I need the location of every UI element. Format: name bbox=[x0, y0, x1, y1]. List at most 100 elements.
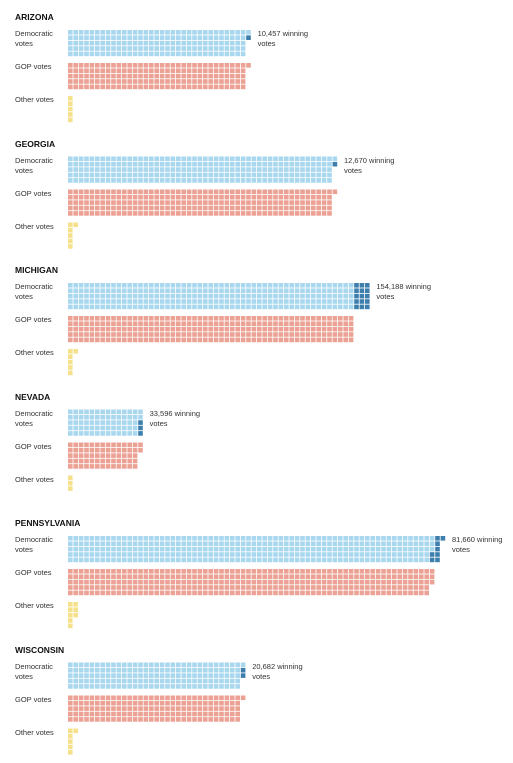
waffle-cell bbox=[197, 717, 203, 722]
waffle-cell bbox=[68, 706, 73, 711]
waffle-cell bbox=[122, 194, 127, 200]
waffle-cell bbox=[73, 414, 78, 420]
waffle-cell bbox=[176, 35, 181, 40]
waffle-cell bbox=[176, 700, 181, 706]
waffle-cell bbox=[68, 717, 73, 722]
waffle-cell bbox=[273, 337, 278, 343]
waffle-cell bbox=[251, 200, 257, 205]
waffle-cell bbox=[240, 79, 246, 84]
waffle-cell bbox=[176, 30, 181, 35]
waffle-cell bbox=[154, 46, 159, 51]
waffle-cell bbox=[176, 662, 181, 668]
waffle-cell bbox=[386, 536, 392, 541]
waffle-cell bbox=[181, 579, 186, 585]
waffle-cell bbox=[311, 288, 316, 293]
waffle-cell bbox=[316, 205, 321, 211]
waffle-cell bbox=[219, 546, 224, 552]
waffle-cell bbox=[365, 585, 370, 590]
waffle-cell bbox=[213, 79, 219, 84]
waffle-cell bbox=[273, 574, 278, 579]
waffle-cell bbox=[208, 189, 213, 195]
waffle-cell bbox=[89, 35, 95, 40]
waffle-cell bbox=[149, 569, 154, 574]
waffle-cell bbox=[138, 211, 143, 216]
waffle-cell bbox=[138, 299, 143, 304]
waffle-cell bbox=[143, 662, 149, 668]
waffle-cell bbox=[203, 711, 208, 717]
waffle-cell bbox=[224, 332, 230, 337]
waffle-cell bbox=[149, 283, 154, 288]
waffle-cell bbox=[89, 557, 95, 563]
waffle-cell bbox=[311, 574, 316, 579]
waffle-cell bbox=[316, 536, 321, 541]
waffle-cell bbox=[84, 684, 89, 689]
waffle-cell bbox=[186, 579, 192, 585]
waffle-cell bbox=[111, 30, 116, 35]
waffle-cell bbox=[257, 211, 262, 216]
waffle-cell bbox=[230, 299, 235, 304]
waffle-cell bbox=[132, 552, 138, 557]
waffle-cell bbox=[294, 304, 300, 310]
waffle-cell bbox=[203, 51, 208, 57]
waffle-cell bbox=[235, 552, 240, 557]
waffle-cell bbox=[89, 316, 95, 321]
waffle-cell bbox=[78, 557, 84, 563]
waffle-cell bbox=[127, 585, 132, 590]
waffle-cell bbox=[392, 546, 397, 552]
waffle-cell bbox=[273, 178, 278, 183]
series-label: Other votes bbox=[15, 95, 54, 104]
waffle-cell bbox=[213, 73, 219, 79]
waffle-cell bbox=[143, 711, 149, 717]
waffle-cell bbox=[213, 673, 219, 678]
waffle-cell bbox=[267, 211, 273, 216]
waffle-cell bbox=[138, 172, 143, 178]
waffle-cell bbox=[208, 546, 213, 552]
waffle-cell bbox=[143, 700, 149, 706]
waffle-cell bbox=[73, 602, 78, 607]
waffle-cell bbox=[154, 205, 159, 211]
waffle-cell bbox=[138, 574, 143, 579]
waffle-cell bbox=[419, 590, 424, 596]
waffle-cell bbox=[305, 304, 311, 310]
waffle-cell bbox=[186, 326, 192, 332]
waffle-cell bbox=[84, 299, 89, 304]
waffle-cell bbox=[273, 189, 278, 195]
waffle-cell bbox=[273, 321, 278, 326]
waffle-cell bbox=[181, 536, 186, 541]
waffle-cell bbox=[73, 349, 78, 354]
waffle-cell bbox=[230, 35, 235, 40]
waffle-cell bbox=[240, 51, 246, 57]
waffle-cell bbox=[278, 172, 284, 178]
waffle-cell bbox=[230, 678, 235, 684]
waffle-cell bbox=[289, 574, 294, 579]
waffle-cell bbox=[208, 283, 213, 288]
waffle-cell bbox=[78, 172, 84, 178]
waffle-cell bbox=[89, 706, 95, 711]
waffle-cell bbox=[354, 536, 359, 541]
waffle-cell bbox=[105, 557, 111, 563]
waffle-cell bbox=[127, 283, 132, 288]
waffle-cell bbox=[68, 288, 73, 293]
waffle-cell bbox=[138, 205, 143, 211]
waffle-cell bbox=[392, 585, 397, 590]
waffle-cell bbox=[170, 579, 176, 585]
waffle-cell bbox=[143, 205, 149, 211]
waffle-cell bbox=[203, 178, 208, 183]
waffle-cell bbox=[186, 79, 192, 84]
waffle-cell bbox=[154, 717, 159, 722]
waffle-cell bbox=[424, 536, 429, 541]
waffle-cell bbox=[203, 590, 208, 596]
waffle-cell bbox=[127, 409, 132, 415]
waffle-cell bbox=[311, 316, 316, 321]
waffle-cell bbox=[284, 574, 289, 579]
waffle-cell bbox=[186, 288, 192, 293]
waffle-cell bbox=[300, 585, 305, 590]
waffle-cell bbox=[181, 662, 186, 668]
waffle-cell bbox=[284, 172, 289, 178]
waffle-cell bbox=[251, 161, 257, 167]
waffle-cell bbox=[132, 30, 138, 35]
waffle-cell bbox=[262, 161, 267, 167]
waffle-cell bbox=[176, 673, 181, 678]
waffle-cell bbox=[219, 711, 224, 717]
waffle-cell bbox=[305, 321, 311, 326]
